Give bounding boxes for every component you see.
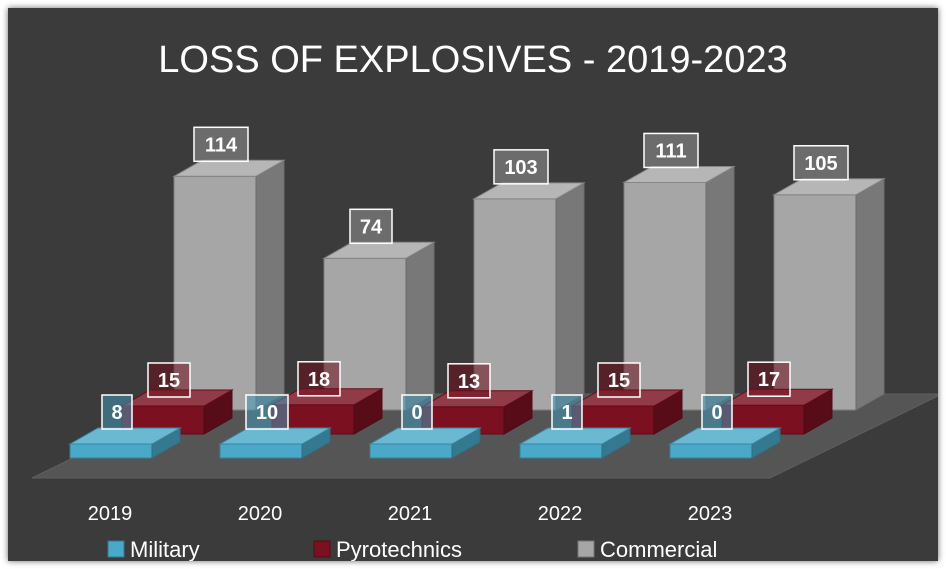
svg-text:10: 10 <box>256 402 278 424</box>
chart-title: LOSS OF EXPLOSIVES - 2019-2023 <box>158 39 787 81</box>
data-label-commercial-2021: 103 <box>493 149 549 185</box>
x-tick-label-2022: 2022 <box>538 503 583 525</box>
svg-text:105: 105 <box>804 153 837 175</box>
bar-commercial-2023 <box>772 177 886 411</box>
svg-text:111: 111 <box>655 140 686 162</box>
legend-swatch-pyrotechnics <box>313 540 331 558</box>
legend-item-pyrotechnics: Pyrotechnics <box>313 537 462 561</box>
bar-military-2020 <box>218 427 332 459</box>
x-axis: 2019 2020 2021 2022 2023 <box>88 503 733 525</box>
data-label-pyrotechnics-2021: 13 <box>447 363 491 399</box>
data-label-pyrotechnics-2020: 18 <box>297 361 341 397</box>
legend-swatch-military <box>107 540 125 558</box>
svg-text:103: 103 <box>504 157 537 179</box>
data-label-commercial-2019: 114 <box>193 126 249 163</box>
legend-item-commercial: Commercial <box>577 537 717 561</box>
data-label-military-2021: 0 <box>401 394 433 430</box>
svg-text:8: 8 <box>111 402 122 424</box>
data-label-military-2019: 8 <box>101 394 133 430</box>
x-tick-label-2023: 2023 <box>688 503 733 525</box>
data-label-pyrotechnics-2022: 15 <box>597 362 641 398</box>
legend-swatch-commercial <box>577 540 595 558</box>
bar-military-2021 <box>368 427 482 459</box>
data-label-military-2020: 10 <box>245 394 289 430</box>
svg-text:1: 1 <box>561 402 572 424</box>
data-label-military-2022: 1 <box>551 394 583 430</box>
bar-pyrotechnics-2021 <box>420 389 534 435</box>
svg-text:17: 17 <box>758 369 780 391</box>
data-label-commercial-2023: 105 <box>793 145 849 181</box>
data-label-pyrotechnics-2023: 17 <box>747 361 791 397</box>
chart-svg: LOSS OF EXPLOSIVES - 2019-2023 114 74 103 1… <box>31 39 938 561</box>
data-label-military-2023: 0 <box>701 394 733 430</box>
svg-text:74: 74 <box>360 216 383 238</box>
bar-pyrotechnics-2022 <box>570 389 684 435</box>
svg-text:15: 15 <box>158 370 180 392</box>
x-tick-label-2019: 2019 <box>88 503 133 525</box>
bar-military-2022 <box>518 427 632 459</box>
data-label-commercial-2022: 111 <box>643 132 699 169</box>
bar-commercial-2021 <box>472 181 586 411</box>
legend-label-pyrotechnics: Pyrotechnics <box>336 537 462 561</box>
x-tick-label-2021: 2021 <box>388 503 433 525</box>
svg-text:18: 18 <box>308 369 330 391</box>
svg-text:0: 0 <box>711 402 722 424</box>
data-label-pyrotechnics-2019: 15 <box>147 362 191 398</box>
bar-military-2019 <box>68 427 182 459</box>
bars-layer <box>68 159 886 459</box>
svg-text:114: 114 <box>205 134 238 156</box>
legend-label-commercial: Commercial <box>600 537 717 561</box>
svg-text:0: 0 <box>411 402 422 424</box>
svg-text:15: 15 <box>608 370 630 392</box>
chart-frame: LOSS OF EXPLOSIVES - 2019-2023 114 74 103 1… <box>8 8 938 561</box>
legend-label-military: Military <box>130 537 200 561</box>
bar-military-2023 <box>668 427 782 459</box>
svg-text:13: 13 <box>458 371 480 393</box>
legend: Military Pyrotechnics Commercial <box>107 537 717 561</box>
x-tick-label-2020: 2020 <box>238 503 283 525</box>
data-label-commercial-2020: 74 <box>349 208 393 245</box>
legend-item-military: Military <box>107 537 200 561</box>
